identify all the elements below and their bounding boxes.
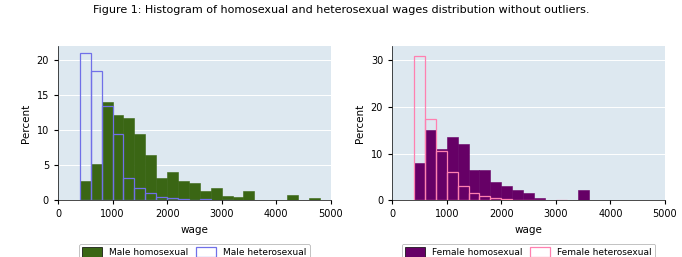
- Bar: [436, 151, 447, 200]
- Bar: [80, 181, 91, 200]
- Bar: [200, 199, 211, 200]
- Bar: [425, 119, 436, 200]
- Bar: [414, 163, 425, 200]
- Bar: [490, 182, 501, 200]
- Bar: [512, 190, 523, 200]
- Bar: [178, 181, 189, 200]
- Bar: [578, 190, 589, 200]
- Bar: [501, 186, 512, 200]
- Bar: [189, 183, 200, 200]
- Bar: [425, 130, 436, 200]
- Bar: [469, 170, 479, 200]
- Bar: [200, 191, 211, 200]
- Bar: [113, 115, 123, 200]
- Legend: Female homosexual, Female heterosexual: Female homosexual, Female heterosexual: [402, 244, 655, 257]
- Bar: [436, 149, 447, 200]
- Bar: [91, 164, 102, 200]
- Bar: [222, 196, 233, 200]
- Bar: [167, 172, 178, 200]
- Bar: [243, 191, 254, 200]
- Bar: [458, 144, 469, 200]
- Bar: [447, 172, 458, 200]
- X-axis label: wage: wage: [181, 225, 208, 235]
- Bar: [145, 194, 156, 200]
- X-axis label: wage: wage: [515, 225, 542, 235]
- Bar: [167, 198, 178, 200]
- Bar: [490, 198, 501, 200]
- Bar: [145, 155, 156, 200]
- Bar: [287, 195, 298, 200]
- Bar: [102, 106, 113, 200]
- Legend: Male homosexual, Male heterosexual: Male homosexual, Male heterosexual: [78, 244, 310, 257]
- Bar: [534, 198, 545, 200]
- Bar: [479, 170, 490, 200]
- Bar: [80, 53, 91, 200]
- Bar: [102, 102, 113, 200]
- Bar: [479, 196, 490, 200]
- Bar: [113, 134, 123, 200]
- Bar: [123, 118, 134, 200]
- Text: Figure 1: Histogram of homosexual and heterosexual wages distribution without ou: Figure 1: Histogram of homosexual and he…: [93, 5, 589, 15]
- Bar: [501, 199, 512, 200]
- Bar: [233, 197, 243, 200]
- Bar: [512, 199, 523, 200]
- Bar: [134, 134, 145, 200]
- Bar: [91, 71, 102, 200]
- Bar: [469, 194, 479, 200]
- Bar: [309, 198, 320, 200]
- Y-axis label: Percent: Percent: [21, 104, 31, 143]
- Bar: [447, 137, 458, 200]
- Bar: [414, 56, 425, 200]
- Bar: [178, 199, 189, 200]
- Bar: [123, 178, 134, 200]
- Bar: [523, 194, 534, 200]
- Bar: [211, 188, 222, 200]
- Y-axis label: Percent: Percent: [355, 104, 365, 143]
- Bar: [156, 197, 167, 200]
- Bar: [458, 186, 469, 200]
- Bar: [134, 188, 145, 200]
- Bar: [156, 178, 167, 200]
